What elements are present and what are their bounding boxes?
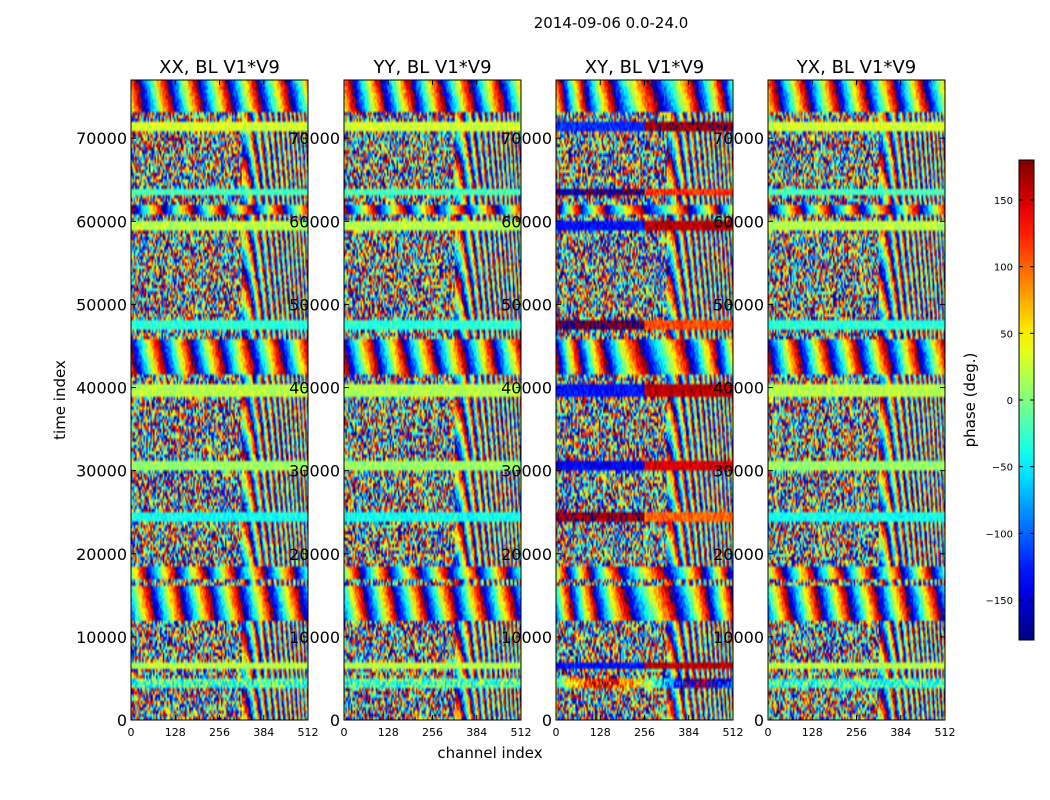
x-tick-label: 384: [890, 726, 911, 739]
phase-heatmap-yy: [344, 80, 521, 720]
y-tick-label: 30000: [501, 462, 552, 481]
panel-xy: XY, BL V1*V9 0 128 256 384 512 0 10000 20000 300…: [501, 57, 743, 739]
y-tick-label: 0: [330, 711, 340, 730]
x-tick-label: 256: [846, 726, 867, 739]
x-tick-label: 256: [209, 726, 230, 739]
y-tick-label: 60000: [713, 212, 764, 231]
x-tick-label: 512: [511, 726, 532, 739]
y-tick-label: 70000: [501, 129, 552, 148]
x-axis-label: channel index: [437, 744, 542, 762]
y-tick-label: 60000: [501, 212, 552, 231]
phase-heatmap-xy: [556, 80, 733, 720]
panel-xx: XX, BL V1*V9 0 128 256 384 512 0 10000 20000 300…: [76, 57, 318, 739]
colorbar-tick-label: −50: [992, 463, 1013, 474]
y-tick-label: 30000: [713, 462, 764, 481]
y-tick-label: 50000: [289, 295, 340, 314]
x-tick-label: 384: [678, 726, 699, 739]
y-tick-label: 60000: [289, 212, 340, 231]
y-tick-label: 40000: [501, 379, 552, 398]
phase-heatmap-xx: [131, 80, 308, 720]
figure-suptitle: 2014-09-06 0.0-24.0: [534, 14, 689, 32]
y-tick-label: 10000: [713, 628, 764, 647]
x-tick-label: 0: [553, 726, 560, 739]
x-tick-label: 0: [765, 726, 772, 739]
y-tick-label: 10000: [76, 628, 127, 647]
y-tick-label: 20000: [501, 545, 552, 564]
x-tick-label: 384: [466, 726, 487, 739]
x-tick-label: 512: [298, 726, 319, 739]
y-tick-label: 70000: [76, 129, 127, 148]
y-tick-label: 50000: [713, 295, 764, 314]
y-tick-label: 40000: [289, 379, 340, 398]
x-tick-label: 0: [128, 726, 135, 739]
x-tick-label: 128: [590, 726, 611, 739]
y-tick-label: 50000: [76, 295, 127, 314]
panel-title-yx: YX, BL V1*V9: [796, 57, 916, 78]
y-tick-label: 20000: [713, 545, 764, 564]
y-tick-label: 10000: [289, 628, 340, 647]
x-tick-label: 256: [422, 726, 443, 739]
y-axis-label: time index: [51, 360, 69, 440]
y-tick-label: 0: [754, 711, 764, 730]
y-tick-label: 20000: [76, 545, 127, 564]
y-tick-label: 0: [542, 711, 552, 730]
y-tick-label: 30000: [76, 462, 127, 481]
y-tick-label: 70000: [713, 129, 764, 148]
panel-yy: YY, BL V1*V9 0 128 256 384 512 0 10000 20000 300…: [289, 57, 531, 739]
x-tick-label: 384: [253, 726, 274, 739]
panel-yx: YX, BL V1*V9 0 128 256 384 512 0 10000 20000 300…: [713, 57, 955, 739]
colorbar-tick-label: 0: [1007, 396, 1013, 407]
colorbar-tick-label: 150: [994, 196, 1013, 207]
y-tick-label: 40000: [713, 379, 764, 398]
colorbar: 150 100 50 0 −50 −100 −150: [986, 159, 1035, 641]
x-tick-label: 128: [802, 726, 823, 739]
colorbar-tick-label: 50: [1000, 329, 1013, 340]
y-tick-label: 50000: [501, 295, 552, 314]
panel-title-yy: YY, BL V1*V9: [372, 57, 491, 78]
x-tick-label: 128: [165, 726, 186, 739]
y-tick-label: 20000: [289, 545, 340, 564]
y-tick-label: 70000: [289, 129, 340, 148]
x-tick-label: 512: [935, 726, 956, 739]
colorbar-tick-label: −100: [986, 529, 1013, 540]
x-tick-label: 512: [723, 726, 744, 739]
panel-title-xx: XX, BL V1*V9: [159, 57, 280, 78]
y-tick-label: 30000: [289, 462, 340, 481]
x-tick-label: 0: [341, 726, 348, 739]
phase-heatmap-yx: [768, 80, 945, 720]
colorbar-tick-label: −150: [986, 596, 1013, 607]
panel-title-xy: XY, BL V1*V9: [585, 57, 704, 78]
y-tick-label: 40000: [76, 379, 127, 398]
y-tick-label: 10000: [501, 628, 552, 647]
x-tick-label: 256: [634, 726, 655, 739]
y-tick-label: 60000: [76, 212, 127, 231]
colorbar-label: phase (deg.): [961, 353, 979, 448]
y-tick-label: 0: [117, 711, 127, 730]
x-tick-label: 128: [378, 726, 399, 739]
colorbar-tick-label: 100: [994, 263, 1013, 274]
